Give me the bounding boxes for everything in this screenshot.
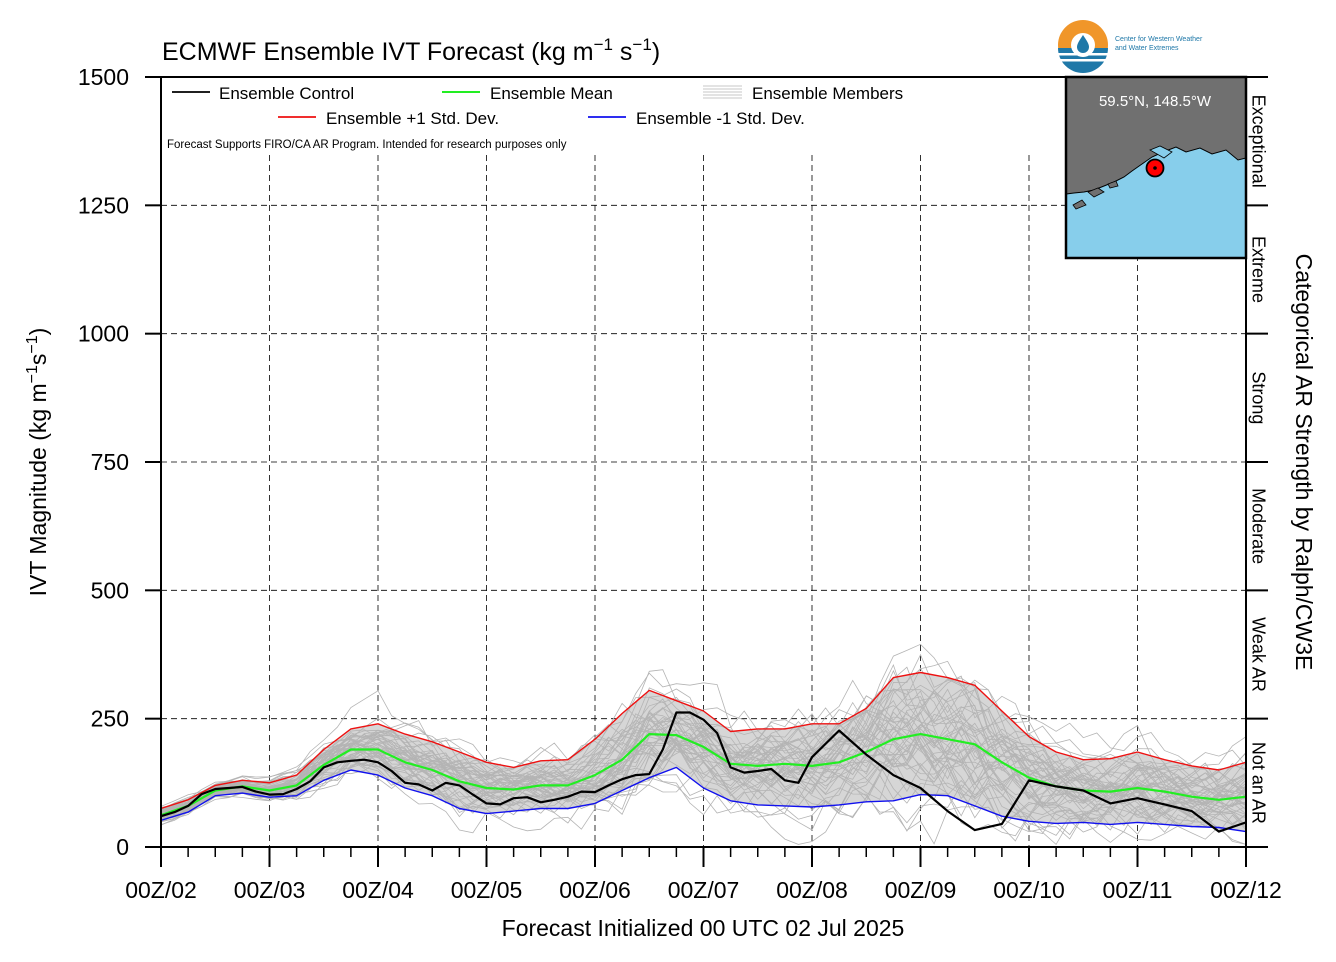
y-tick-label: 250 [91,706,129,732]
ensemble-member-line [161,716,1246,824]
x-tick-label: 00Z/06 [559,877,631,903]
legend: Ensemble Control Ensemble Mean Ensemble … [163,79,1063,155]
logo-text-line1: Center for Western Weather [1115,36,1203,43]
ensemble-member-line [161,728,1246,841]
inset-frame [1064,75,1248,260]
legend-minus-std-label: Ensemble -1 Std. Dev. [636,109,805,128]
cw3e-logo: Center for Western Weather and Water Ext… [1058,20,1203,73]
legend-members-label: Ensemble Members [752,84,903,103]
category-label: Extreme [1248,236,1268,303]
inset-land [1065,76,1247,195]
legend-mean-label: Ensemble Mean [490,84,613,103]
water-drop-icon [1077,35,1089,53]
ensemble-member-line [161,688,1246,845]
y-tick-label: 500 [91,577,129,603]
ensemble-member-line [161,717,1246,816]
plus-std-line [161,671,1246,810]
ensemble-member-line [161,689,1246,834]
x-tick-label: 00Z/08 [776,877,848,903]
series-lines [161,671,1246,833]
category-label: Exceptional [1248,95,1268,188]
x-tick-label: 00Z/12 [1210,877,1282,903]
minus-std-line [161,766,1246,833]
ensemble-control-line [161,711,1246,833]
category-label: Weak AR [1248,617,1268,692]
y-tick-label: 0 [116,834,129,860]
disclaimer-text: Forecast Supports FIRO/CA AR Program. In… [167,139,567,151]
y-tick-label: 1000 [78,321,129,347]
right-axis-label: Categorical AR Strength by Ralph/CW3E [1291,254,1317,671]
x-tick-label: 00Z/10 [993,877,1065,903]
category-label: Strong [1248,371,1268,424]
ensemble-member-line [161,669,1246,820]
chart-title: ECMWF Ensemble IVT Forecast (kg m−1 s−1) [162,35,660,66]
category-label: Not an AR [1248,742,1268,824]
ensemble-member-line [161,692,1246,833]
x-tick-label: 00Z/02 [125,877,197,903]
legend-control-label: Ensemble Control [219,84,354,103]
ensemble-member-line [161,737,1246,845]
x-tick-label: 00Z/04 [342,877,414,903]
inset-location-label: 59.5°N, 148.5°W [1099,93,1212,110]
category-label: Moderate [1248,488,1268,564]
axes: 0 250 500 750 1000 1250 1500 00Z/02 00Z/03 00Z/04… [78,64,1282,903]
x-tick-label: 00Z/05 [451,877,523,903]
ensemble-member-line [161,695,1246,826]
ensemble-member-line [161,690,1246,818]
x-tick-label: 00Z/03 [234,877,306,903]
legend-plus-std-label: Ensemble +1 Std. Dev. [326,109,499,128]
y-axis-label: IVT Magnitude (kg m−1s−1) [24,328,51,597]
logo-text-line2: and Water Extremes [1115,45,1179,52]
x-tick-label: 00Z/07 [668,877,740,903]
inset-islands [1072,180,1119,210]
legend-members-swatch [703,85,742,99]
x-tick-label: 00Z/11 [1103,877,1173,903]
ensemble-member-line [161,729,1246,831]
x-axis-label: Forecast Initialized 00 UTC 02 Jul 2025 [502,915,905,941]
y-tick-label: 1250 [78,192,129,218]
y-tick-label: 1500 [78,64,129,90]
x-tick-label: 00Z/09 [885,877,957,903]
location-inset-map: 59.5°N, 148.5°W [1064,75,1248,260]
ensemble-member-line [161,709,1246,819]
y-tick-label: 750 [91,449,129,475]
